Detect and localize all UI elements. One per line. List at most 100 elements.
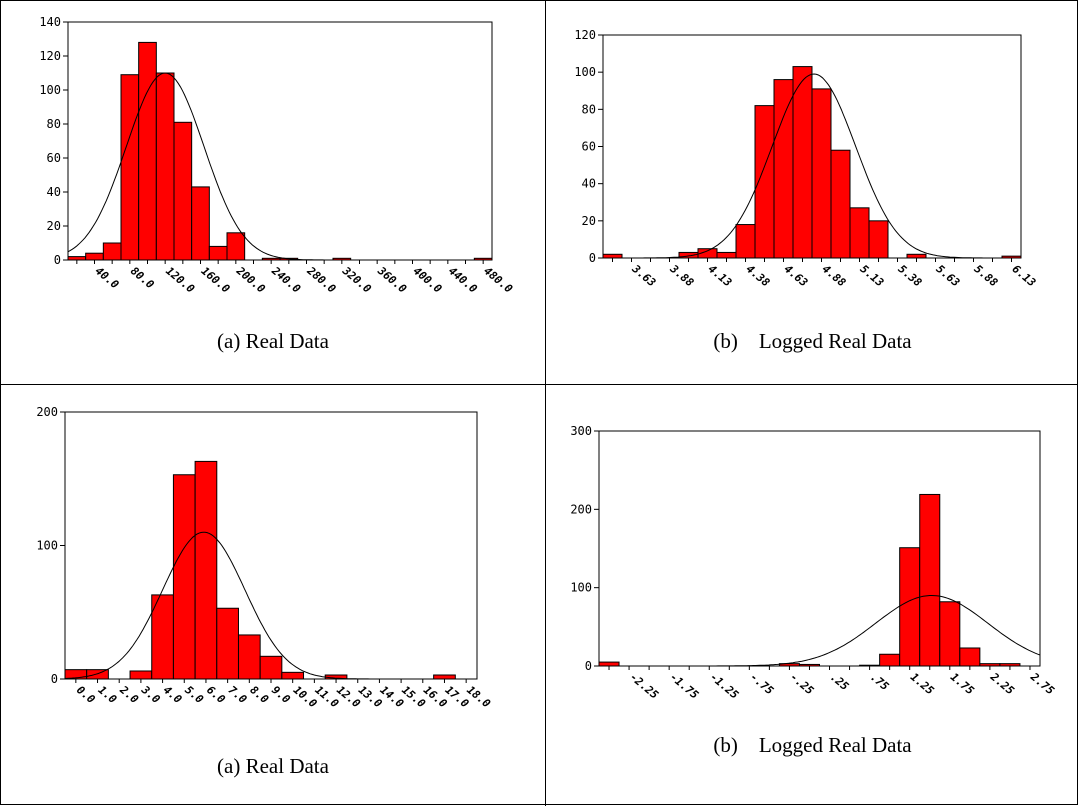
histogram-bar [919,493,941,667]
x-tick-label: 4.0 [161,683,185,706]
x-tick-label: 1.25 [908,670,937,697]
histogram-bar [85,252,104,261]
x-tick-label: 2.25 [987,670,1017,698]
histogram-bar [830,149,851,259]
panel-top-left: 0 20 40 60 80 100 120 140 40.0 80.0 120.0 160.0 200.… [1,1,545,384]
y-tick-label: 40 [47,185,61,199]
x-tick-label: 7.0 [226,683,250,706]
x-tick-label: -2.25 [627,670,661,701]
y-tick-label: 0 [54,253,61,267]
x-tick-label: 6.13 [1010,262,1039,289]
histogram-bar [237,634,261,680]
histogram-bar [226,232,246,261]
x-tick-label: 4.38 [744,262,773,289]
normal-curve [599,595,1041,667]
histogram-bar [129,670,153,680]
histogram-bar [261,257,281,261]
y-tick-label: 100 [36,539,58,553]
y-tick-label: 60 [582,140,596,154]
x-tick-label: -1.25 [707,670,741,701]
y-tick-label: 120 [39,49,61,63]
x-tick-label: 3.0 [138,683,163,707]
histogram-bar [433,674,456,680]
y-tick-label: 40 [582,177,596,191]
histogram-bar [868,220,889,259]
histogram-bar [811,88,832,259]
histogram-bar [999,663,1021,667]
x-tick-label: -.25 [788,670,817,697]
caption-logged-data-bottom: (b) Logged Real Data [713,733,912,757]
y-tick-label: 100 [570,581,592,595]
histogram-bar [879,653,901,667]
histogram-bar [172,474,196,680]
plot-frame [598,430,1041,667]
x-tick-label: 2.75 [1027,670,1057,698]
histogram-chart-real-data-bottom: 0 100 200 0.01.02.03.04.05.06.07.08.09.010.… [36,405,493,711]
histogram-bar [194,460,218,680]
x-tick-label: 5.63 [934,262,963,289]
histogram-bar [849,207,870,259]
y-tick-label: 140 [39,15,61,29]
x-tick-label: 3.63 [629,262,659,290]
histogram-bar [798,663,820,667]
x-tick-label: 480.0 [481,264,515,295]
histogram-bar [151,594,174,680]
histogram-bar [979,663,1001,667]
histogram-bar [716,251,737,259]
x-tick-label: 360.0 [374,264,409,296]
histogram-bar [102,242,122,261]
y-tick-label: 60 [47,151,61,165]
x-tick-label: 280.0 [304,264,339,296]
x-tick-label: 40.0 [93,264,122,291]
y-tick-label: 0 [585,659,592,673]
y-tick-label: 300 [570,424,592,438]
histogram-bar [859,664,881,667]
x-tick-label: 200.0 [233,264,268,296]
histogram-bar [208,245,228,261]
x-tick-label: 5.88 [972,262,1001,289]
x-tick-label: 2.0 [117,683,142,707]
x-tick-label: 3.88 [667,262,697,290]
histogram-chart-logged-data-top: 0 20 40 60 80 100 120 3.63 3.88 4.13 4.38 4.63 4.88 5… [574,28,1039,290]
caption-real-data-top: (a) Real Data [217,329,329,353]
histogram-bar [191,186,210,261]
histogram-bar [939,601,961,667]
x-tick-label: 8.0 [247,683,271,706]
normal-curve [67,72,492,261]
y-tick-label: 80 [582,102,596,116]
x-tick-label: 160.0 [199,264,233,295]
y-tick-label: 20 [47,219,61,233]
x-tick-label: 1.75 [948,670,977,697]
panel-bottom-left: 0 100 200 0.0 1.0 2.0 3.0 4.0 5.0 6.0 7.0 8.0 9.0 10.… [1,385,545,806]
x-tick-label: 9.0 [269,683,293,706]
histogram-bar [216,607,239,680]
histogram-bar [899,547,921,667]
histogram-bar [173,121,193,261]
x-tick-label: 240.0 [268,264,303,296]
x-tick-label: 4.88 [820,262,849,289]
caption-logged-data-top: (b) Logged Real Data [713,329,912,353]
x-tick-label: .25 [828,670,852,693]
x-tick-label: 1.0 [96,683,120,706]
y-tick-label: 200 [570,502,592,516]
histogram-bar [138,41,157,261]
x-tick-label: 4.63 [782,262,811,289]
histogram-bar [602,253,623,259]
histogram-bar [281,671,305,680]
y-tick-label: 0 [51,672,58,686]
y-tick-label: 120 [574,28,596,42]
histogram-bar [67,256,87,261]
histogram-bar [773,79,794,259]
x-tick-label: 5.13 [858,262,887,289]
x-tick-label: -1.75 [667,670,701,701]
histogram-bar [792,66,813,259]
grid-divider-horizontal [1,384,1078,385]
normal-curve [64,531,477,680]
normal-curve [603,73,1021,259]
x-tick-label: 120.0 [163,264,197,295]
x-tick-label: .75 [868,670,892,693]
x-tick-label: 6.0 [204,683,228,706]
x-tick-label: 4.13 [706,262,735,289]
x-tick-label: 5.0 [182,683,206,706]
y-tick-label: 80 [47,117,61,131]
